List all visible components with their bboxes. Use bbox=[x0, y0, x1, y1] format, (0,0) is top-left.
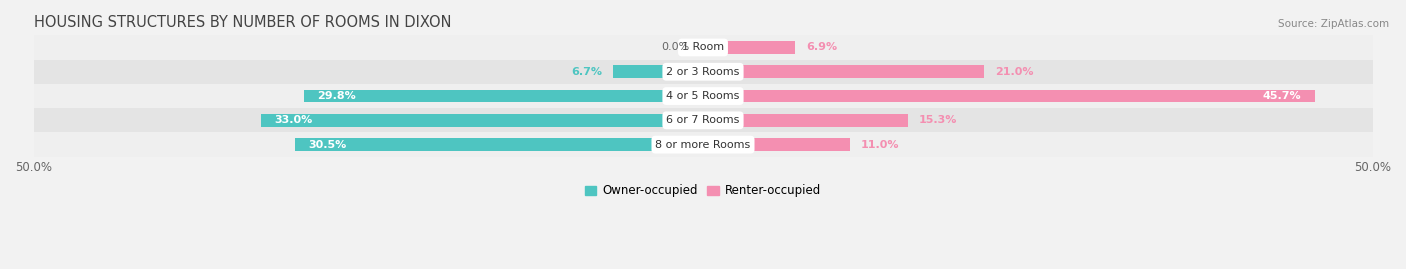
Text: 29.8%: 29.8% bbox=[318, 91, 356, 101]
Bar bbox=[703, 90, 1315, 102]
Text: 45.7%: 45.7% bbox=[1263, 91, 1302, 101]
Text: 6.9%: 6.9% bbox=[806, 43, 837, 52]
Text: 30.5%: 30.5% bbox=[308, 140, 346, 150]
Text: 15.3%: 15.3% bbox=[918, 115, 957, 125]
Text: 1 Room: 1 Room bbox=[682, 43, 724, 52]
Bar bbox=[304, 90, 703, 102]
Text: 2 or 3 Rooms: 2 or 3 Rooms bbox=[666, 67, 740, 77]
Text: 6 or 7 Rooms: 6 or 7 Rooms bbox=[666, 115, 740, 125]
Bar bbox=[703, 138, 851, 151]
Text: 33.0%: 33.0% bbox=[274, 115, 312, 125]
Text: 6.7%: 6.7% bbox=[572, 67, 603, 77]
Bar bbox=[34, 108, 1372, 132]
Bar bbox=[295, 138, 703, 151]
Text: HOUSING STRUCTURES BY NUMBER OF ROOMS IN DIXON: HOUSING STRUCTURES BY NUMBER OF ROOMS IN… bbox=[34, 15, 451, 30]
Text: 21.0%: 21.0% bbox=[995, 67, 1033, 77]
Text: 11.0%: 11.0% bbox=[860, 140, 900, 150]
Bar bbox=[34, 35, 1372, 60]
Text: Source: ZipAtlas.com: Source: ZipAtlas.com bbox=[1278, 19, 1389, 29]
Bar bbox=[262, 114, 703, 127]
Bar bbox=[34, 132, 1372, 157]
Text: 8 or more Rooms: 8 or more Rooms bbox=[655, 140, 751, 150]
Text: 0.0%: 0.0% bbox=[661, 43, 689, 52]
Bar bbox=[703, 65, 984, 78]
Bar bbox=[703, 114, 908, 127]
Bar bbox=[34, 60, 1372, 84]
Legend: Owner-occupied, Renter-occupied: Owner-occupied, Renter-occupied bbox=[579, 179, 827, 202]
Text: 4 or 5 Rooms: 4 or 5 Rooms bbox=[666, 91, 740, 101]
Bar bbox=[34, 84, 1372, 108]
Bar bbox=[613, 65, 703, 78]
Bar bbox=[703, 41, 796, 54]
